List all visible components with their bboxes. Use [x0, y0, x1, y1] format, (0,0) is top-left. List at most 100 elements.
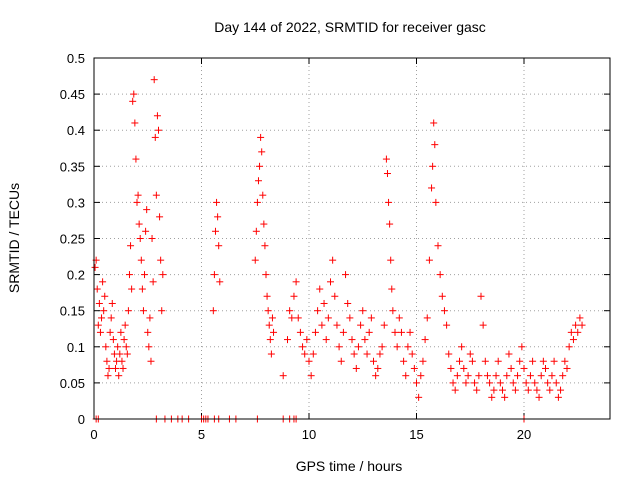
data-point: [443, 321, 451, 329]
data-point: [120, 336, 128, 344]
data-point: [430, 119, 438, 127]
data-point: [311, 328, 319, 336]
data-point: [93, 285, 101, 293]
data-point: [479, 321, 487, 329]
data-point: [124, 307, 132, 315]
data-point: [477, 292, 485, 300]
data-point: [146, 314, 154, 322]
data-point: [468, 357, 476, 365]
x-tick-labels: 0 5 10 15 20: [90, 427, 531, 442]
data-point: [116, 350, 124, 358]
data-point: [94, 321, 102, 329]
data-point: [432, 198, 440, 206]
data-point: [421, 336, 429, 344]
data-point: [559, 372, 567, 380]
data-point: [481, 357, 489, 365]
data-point: [303, 336, 311, 344]
data-point: [410, 364, 418, 372]
data-point: [352, 364, 360, 372]
data-point: [294, 314, 302, 322]
data-point: [265, 321, 273, 329]
data-point: [428, 184, 436, 192]
data-point: [552, 379, 560, 387]
data-point: [264, 307, 272, 315]
data-point: [105, 364, 113, 372]
data-point: [471, 379, 479, 387]
data-point: [507, 364, 515, 372]
y-tick-label: 0.5: [67, 51, 85, 66]
data-point: [567, 328, 575, 336]
axis-ticks: [93, 57, 610, 420]
data-point: [327, 278, 334, 286]
data-point: [156, 213, 164, 221]
data-point: [151, 133, 159, 141]
y-axis-label: SRMTID / TECUs: [6, 183, 22, 293]
data-point: [524, 386, 532, 394]
data-point: [382, 155, 390, 163]
data-point: [267, 350, 275, 358]
data-point: [501, 393, 509, 401]
data-point: [546, 386, 554, 394]
data-point: [114, 343, 122, 351]
data-point: [361, 336, 369, 344]
data-point: [121, 321, 129, 329]
data-point: [456, 357, 463, 365]
data-point: [572, 321, 580, 329]
data-point: [488, 393, 496, 401]
x-tick-label: 0: [90, 427, 97, 442]
data-point: [150, 76, 158, 84]
data-point: [143, 206, 151, 214]
data-point: [125, 271, 133, 279]
grid-lines: [93, 57, 610, 420]
data-point: [215, 242, 223, 250]
data-point: [112, 364, 119, 372]
data-point: [383, 170, 391, 178]
data-point: [324, 314, 332, 322]
data-point: [129, 97, 137, 105]
data-point: [529, 357, 537, 365]
data-point: [301, 350, 309, 358]
data-point: [155, 126, 162, 134]
data-point: [335, 343, 343, 351]
x-axis-label: GPS time / hours: [296, 458, 403, 474]
y-tick-label: 0.25: [60, 232, 85, 247]
data-point: [453, 372, 461, 380]
data-point: [563, 364, 571, 372]
data-point: [425, 256, 433, 264]
y-tick-label: 0.1: [67, 340, 85, 355]
data-point: [386, 220, 394, 228]
data-point: [254, 177, 262, 185]
data-point: [385, 198, 393, 206]
data-point: [533, 386, 541, 394]
data-point: [101, 292, 109, 300]
data-point: [548, 372, 556, 380]
data-point: [359, 307, 367, 315]
data-point: [210, 271, 218, 279]
data-point: [131, 119, 139, 127]
data-point: [380, 321, 388, 329]
data-point: [542, 364, 549, 372]
x-tick-label: 5: [198, 427, 205, 442]
data-point: [505, 350, 513, 358]
data-point: [511, 386, 519, 394]
y-tick-label: 0.3: [67, 195, 85, 210]
data-point: [258, 148, 266, 156]
data-point: [252, 227, 260, 235]
data-point: [337, 357, 345, 365]
data-point: [518, 343, 526, 351]
data-point: [550, 357, 558, 365]
data-point: [290, 292, 298, 300]
data-point: [299, 343, 307, 351]
data-point: [214, 213, 222, 221]
data-point: [483, 372, 491, 380]
data-point: [305, 357, 313, 365]
data-point: [561, 357, 569, 365]
data-point: [106, 328, 114, 336]
data-point: [134, 191, 142, 199]
data-point: [365, 328, 373, 336]
data-point: [130, 90, 138, 98]
data-point: [119, 364, 127, 372]
data-point: [514, 372, 522, 380]
data-point: [438, 292, 446, 300]
data-point: [569, 336, 577, 344]
